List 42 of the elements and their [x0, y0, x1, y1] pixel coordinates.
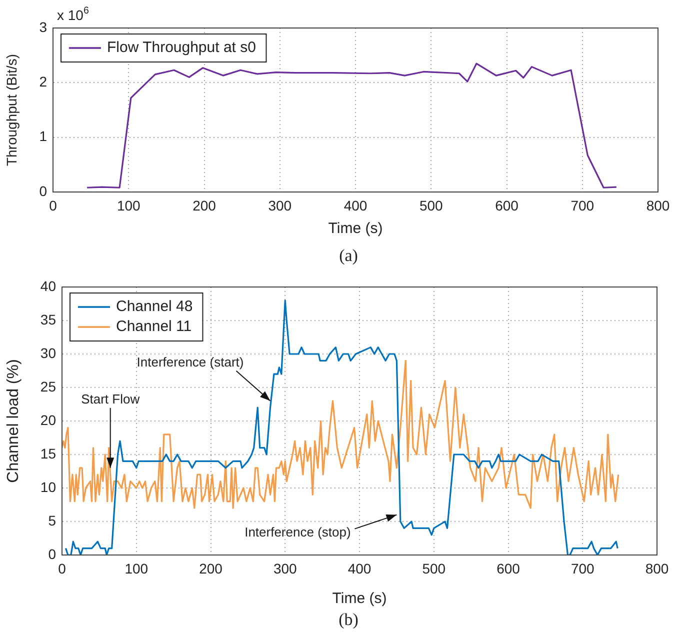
- x-tick-label: 300: [273, 560, 298, 576]
- text: (a): [338, 246, 359, 266]
- y-axis-title: Throughput (Bit/s): [3, 54, 20, 166]
- y-tick-label: 35: [40, 311, 56, 328]
- y-tick-label: 30: [40, 344, 56, 361]
- annotation: Interference (stop): [244, 524, 351, 540]
- x-tick-label: 600: [496, 560, 520, 576]
- x-tick-label: 0: [58, 560, 66, 576]
- x-tick-label: 700: [570, 197, 594, 214]
- x-tick-label: 400: [344, 197, 368, 214]
- x-tick-label: 800: [646, 197, 670, 214]
- x-tick-label: 400: [348, 560, 372, 576]
- x-tick-label: 800: [645, 560, 669, 576]
- legend-label: Channel 48: [116, 298, 193, 316]
- x-axis-title: Time (s): [328, 220, 383, 238]
- y-tick-label: 15: [40, 445, 56, 462]
- y-tick-label: 0: [39, 182, 48, 199]
- x-tick-label: 200: [199, 560, 223, 576]
- text: (b): [338, 610, 360, 630]
- x-tick-label: 200: [192, 197, 216, 214]
- y-tick-label: 25: [40, 378, 56, 394]
- y-axis-title: Channel load (%): [5, 359, 22, 483]
- legend-label: Channel 11: [116, 318, 192, 336]
- y-tick-label: 40: [40, 278, 56, 294]
- y-tick-label: 20: [40, 412, 56, 428]
- legend-label: Flow Throughput at s0: [107, 39, 256, 56]
- y-tick-label: 3: [39, 18, 48, 35]
- annotation: Start Flow: [81, 391, 140, 406]
- annotation: Interference (start): [136, 354, 244, 370]
- y-tick-label: 1: [39, 128, 48, 144]
- y-tick-label: 10: [40, 478, 56, 495]
- y-tick-label: 2: [39, 74, 48, 90]
- x-tick-label: 300: [268, 197, 292, 214]
- x-tick-label: 600: [495, 197, 519, 214]
- x-tick-label: 100: [116, 197, 141, 214]
- x-axis-title: Time (s): [332, 590, 387, 608]
- y-tick-label: 0: [48, 546, 56, 562]
- y-tick-label: 5: [48, 512, 56, 528]
- x-tick-label: 500: [419, 197, 444, 214]
- x-tick-label: 700: [570, 560, 595, 576]
- x-tick-label: 100: [124, 560, 148, 576]
- x-tick-label: 500: [422, 560, 446, 576]
